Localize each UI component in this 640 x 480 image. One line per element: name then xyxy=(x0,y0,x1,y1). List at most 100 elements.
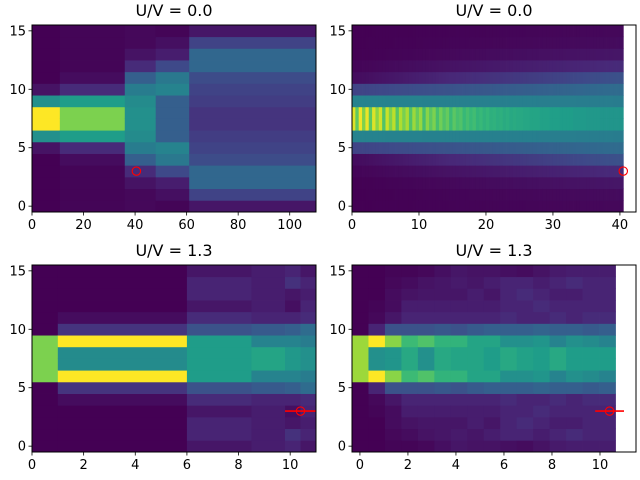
heatmap-cell xyxy=(522,36,527,49)
heatmap-cell xyxy=(539,118,544,131)
heatmap-cell xyxy=(475,83,480,96)
heatmap-cell xyxy=(479,48,484,61)
heatmap-cell xyxy=(422,36,427,49)
heatmap-cell xyxy=(500,276,518,289)
heatmap-cell xyxy=(526,25,530,38)
heatmap-cell xyxy=(589,153,594,166)
heatmap-cell xyxy=(452,118,457,131)
heatmap-cell xyxy=(418,106,423,119)
heatmap-cell xyxy=(496,106,500,119)
heatmap-cell xyxy=(355,141,360,154)
heatmap-cell xyxy=(462,83,467,96)
heatmap-cell xyxy=(392,48,396,61)
heatmap-cell xyxy=(533,358,551,371)
heatmap-cell xyxy=(439,188,443,201)
heatmap-cell xyxy=(385,141,390,154)
heatmap-cell xyxy=(384,346,402,359)
heatmap-cell xyxy=(155,83,190,96)
heatmap-cell xyxy=(536,48,540,61)
heatmap-cell xyxy=(372,200,376,212)
heatmap-cell xyxy=(556,188,561,201)
heatmap-cell xyxy=(251,381,286,394)
heatmap-cell xyxy=(599,323,616,336)
heatmap-cell xyxy=(475,25,480,38)
heatmap-cell xyxy=(434,288,452,301)
heatmap-cell xyxy=(402,130,406,143)
heatmap-cell xyxy=(599,25,604,38)
heatmap-cell xyxy=(388,36,393,49)
heatmap-cell xyxy=(526,71,530,84)
marker-circle xyxy=(295,406,306,416)
heatmap-cell xyxy=(496,188,500,201)
heatmap-cell xyxy=(355,200,360,212)
heatmap-cell xyxy=(502,83,507,96)
heatmap-cell xyxy=(489,83,494,96)
heatmap-cell xyxy=(549,300,567,313)
heatmap-cell xyxy=(516,188,520,201)
heatmap-cell xyxy=(392,130,396,143)
heatmap-cell xyxy=(469,153,473,166)
heatmap-cell xyxy=(566,265,583,278)
x-tick-label: 10 xyxy=(282,458,299,473)
heatmap-cell xyxy=(429,141,433,154)
heatmap-cell xyxy=(512,106,517,119)
heatmap-cell xyxy=(529,48,534,61)
heatmap-cell xyxy=(533,381,551,394)
heatmap-cell xyxy=(186,381,252,394)
heatmap-cell xyxy=(552,153,557,166)
heatmap-cell xyxy=(593,25,597,38)
heatmap-cell xyxy=(549,60,554,73)
heatmap-cell xyxy=(603,153,607,166)
heatmap-cell xyxy=(482,25,487,38)
heatmap-cell xyxy=(559,83,564,96)
heatmap-cell xyxy=(616,48,621,61)
heatmap-cell xyxy=(362,48,366,61)
heatmap-cell xyxy=(492,48,497,61)
heatmap-cell xyxy=(452,25,457,38)
heatmap-cell xyxy=(546,165,550,178)
heatmap-cell xyxy=(449,83,453,96)
heatmap-cell xyxy=(579,95,584,108)
heatmap-cell xyxy=(434,276,452,289)
heatmap-cell xyxy=(408,118,413,131)
heatmap-cell xyxy=(472,130,477,143)
heatmap-cell xyxy=(449,165,453,178)
heatmap-cell xyxy=(405,48,410,61)
heatmap-cell xyxy=(469,130,473,143)
heatmap-cell xyxy=(362,71,366,84)
heatmap-cell xyxy=(516,200,520,212)
heatmap-cell xyxy=(442,36,447,49)
heatmap-cell xyxy=(582,323,600,336)
heatmap-cell xyxy=(502,48,507,61)
heatmap-cell xyxy=(549,265,567,278)
heatmap-cell xyxy=(483,370,501,383)
heatmap-cell xyxy=(485,106,490,119)
heatmap-cell xyxy=(532,153,537,166)
heatmap-cell xyxy=(483,323,501,336)
heatmap-cell xyxy=(586,95,591,108)
heatmap-cell xyxy=(472,118,477,131)
heatmap-cell xyxy=(613,83,617,96)
heatmap-cell xyxy=(467,440,485,452)
heatmap-cell xyxy=(556,130,561,143)
heatmap-cell xyxy=(539,95,544,108)
heatmap-cell xyxy=(485,165,490,178)
heatmap-cell xyxy=(434,381,452,394)
heatmap-cell xyxy=(432,176,437,190)
heatmap-cell xyxy=(522,60,527,73)
heatmap-cell xyxy=(569,141,574,154)
heatmap-cell xyxy=(479,106,484,119)
heatmap-cell xyxy=(599,83,604,96)
heatmap-cell xyxy=(59,188,126,201)
heatmap-cell xyxy=(499,83,504,96)
heatmap-cell xyxy=(566,95,571,108)
heatmap-cell xyxy=(57,393,188,406)
heatmap-cell xyxy=(429,200,433,212)
heatmap-cell xyxy=(405,153,410,166)
heatmap-cell xyxy=(542,36,547,49)
heatmap-cell xyxy=(552,165,557,178)
heatmap-cell xyxy=(569,25,574,38)
heatmap-cell xyxy=(368,200,373,212)
heatmap-cell xyxy=(492,141,497,154)
heatmap-cell xyxy=(499,60,504,73)
